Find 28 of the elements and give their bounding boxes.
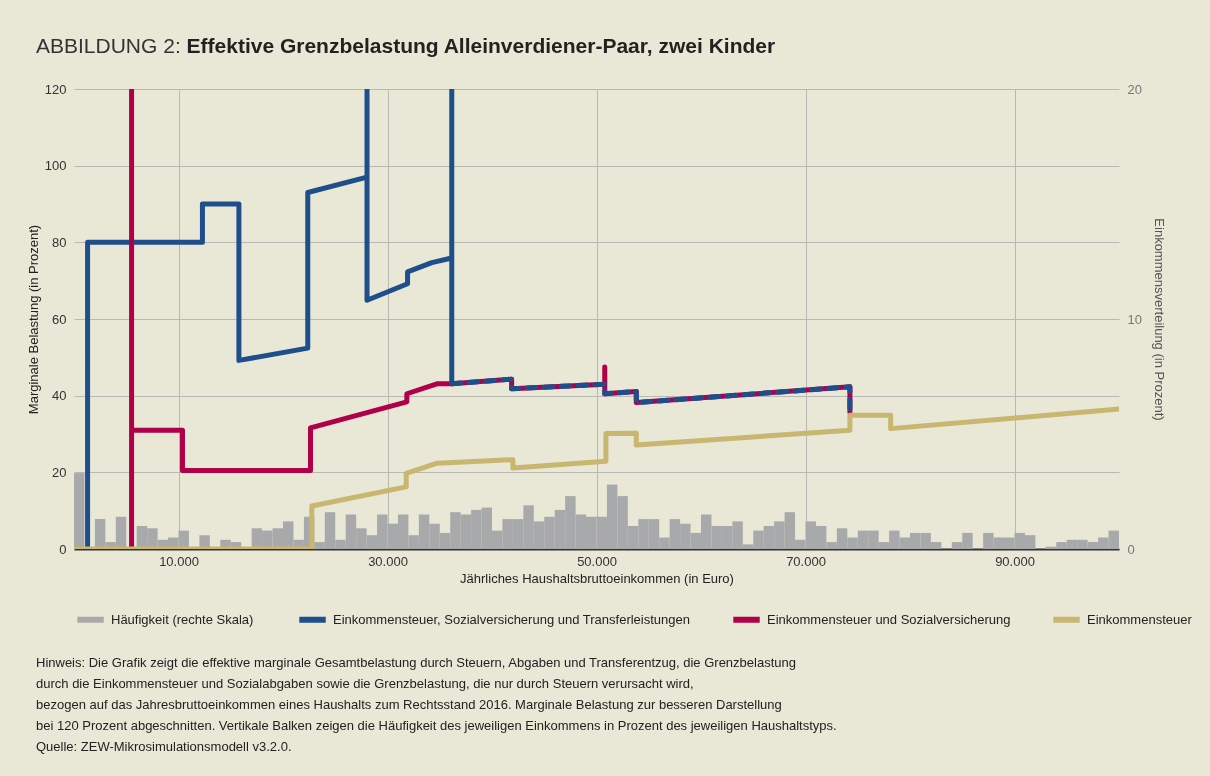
text: Hinweis: Die Grafik zeigt die effektive marginale Gesamtbelastung durch Steuern, Abgaben und Transferentzug, die Grenzbelastung (36, 654, 797, 672)
source-note: Quelle: ZEW-Mikrosimulationsmodell v3.2.0. (36, 738, 293, 756)
y2-tick-label: 20 (1127, 81, 1142, 97)
y-tick-label: 20 (52, 464, 67, 480)
text: durch die Einkommensteuer und Sozialabgaben sowie die Grenzbelastung, die nur durch Steuern verursacht wird, (36, 675, 695, 693)
legend-label: Einkommensteuer, Sozialversicherung und Transferleistungen (333, 611, 690, 627)
legend-label: Einkommensteuer (1087, 611, 1193, 627)
y-tick-label: 60 (52, 311, 67, 327)
y-tick-label: 0 (59, 541, 67, 557)
chart-title: ABBILDUNG 2: Effektive Grenzbelastung Alleinverdiener-Paar, zwei Kinder (36, 34, 776, 57)
y2-axis-title: Einkommensverteilung (in Prozent) (1151, 218, 1167, 421)
y-tick-label: 100 (44, 158, 67, 174)
x-tick-label: 10.000 (159, 553, 199, 569)
legend-label: Einkommensteuer und Sozialversicherung (767, 611, 1011, 627)
y-tick-label: 120 (44, 81, 67, 97)
x-axis-title: Jährliches Haushaltsbruttoeinkommen (in Euro) (460, 570, 734, 586)
x-tick-label: 30.000 (368, 553, 408, 569)
y-axis-title: Marginale Belastung (in Prozent) (25, 224, 41, 415)
text: bei 120 Prozent abgeschnitten. Vertikale Balken zeigen die Häufigkeit des jeweiligen Einkommens in Prozent des jeweiligen Haushaltstyps. (36, 717, 837, 735)
text: bezogen auf das Jahresbruttoeinkommen eines Haushalts zum Rechtsstand 2016. Marginale Belastung zur besseren Darstellung (36, 696, 783, 714)
y2-tick-label: 10 (1127, 311, 1142, 327)
y2-tick-label: 0 (1127, 541, 1135, 557)
x-tick-label: 50.000 (577, 553, 617, 569)
y-tick-label: 80 (52, 234, 67, 250)
legend-label: Häufigkeit (rechte Skala) (111, 611, 254, 627)
y-tick-label: 40 (52, 388, 67, 404)
x-tick-label: 70.000 (786, 553, 826, 569)
x-tick-label: 90.000 (995, 553, 1035, 569)
